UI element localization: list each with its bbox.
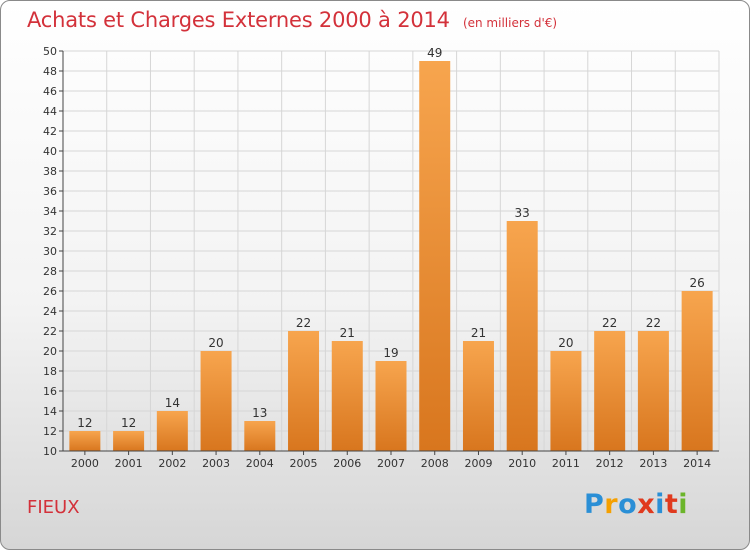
logo-letter: i (655, 489, 665, 520)
x-tick-label: 2008 (421, 457, 449, 470)
data-label: 49 (427, 46, 442, 60)
bar-2006 (331, 341, 363, 451)
x-tick-label: 2005 (290, 457, 318, 470)
y-tick-label: 40 (43, 145, 57, 158)
bar-2007 (375, 361, 407, 451)
data-label: 20 (208, 336, 223, 350)
y-tick-label: 42 (43, 125, 57, 138)
bar-2001 (113, 431, 145, 451)
bar-2000 (69, 431, 101, 451)
y-tick-label: 28 (43, 265, 57, 278)
bar-2010 (506, 221, 538, 451)
bars (69, 61, 713, 451)
data-label: 21 (340, 326, 355, 340)
logo-letter: o (618, 489, 638, 520)
y-tick-label: 30 (43, 245, 57, 258)
data-labels: 12 12 14 20 13 22 21 19 49 21 33 20 22 22 26 (77, 46, 705, 430)
y-tick-label: 32 (43, 225, 57, 238)
bar-2004 (244, 421, 276, 451)
data-label: 22 (296, 316, 311, 330)
logo-letter: t (664, 489, 679, 520)
y-tick-label: 12 (43, 425, 57, 438)
x-tick-label: 2011 (552, 457, 580, 470)
data-label: 13 (252, 406, 267, 420)
x-tick-label: 2012 (596, 457, 624, 470)
y-tick-label: 46 (43, 85, 57, 98)
y-tick-label: 34 (43, 205, 57, 218)
y-tick-label: 38 (43, 165, 57, 178)
y-tick-label: 26 (43, 285, 57, 298)
bar-2009 (462, 341, 494, 451)
proxiti-logo: Proxiti (584, 489, 688, 520)
y-tick-label: 44 (43, 105, 57, 118)
chart-subtitle: (en milliers d'€) (462, 16, 558, 30)
y-tick-label: 50 (43, 45, 57, 58)
x-tick-label: 2007 (377, 457, 405, 470)
x-tick-label: 2002 (158, 457, 186, 470)
y-tick-label: 22 (43, 325, 57, 338)
data-label: 19 (383, 346, 398, 360)
x-tick-label: 2006 (333, 457, 361, 470)
bar-2013 (637, 331, 669, 451)
logo-letter: P (584, 489, 605, 520)
bar-2011 (550, 351, 582, 451)
chart-title: Achats et Charges Externes 2000 à 2014 (27, 8, 450, 32)
y-tick-label: 18 (43, 365, 57, 378)
y-tick-label: 48 (43, 65, 57, 78)
x-tick-label: 2010 (508, 457, 536, 470)
bar-2003 (200, 351, 232, 451)
data-label: 22 (646, 316, 661, 330)
logo-letter: r (604, 489, 619, 520)
y-tick-label: 20 (43, 345, 57, 358)
x-tick-label: 2004 (246, 457, 274, 470)
data-label: 33 (515, 206, 530, 220)
logo-letter: i (678, 489, 689, 520)
bar-2012 (594, 331, 626, 451)
commune-label: FIEUX (27, 497, 80, 518)
data-label: 14 (165, 396, 180, 410)
data-label: 20 (558, 336, 573, 350)
x-tick-label: 2003 (202, 457, 230, 470)
x-tick-label: 2009 (464, 457, 492, 470)
x-tick-label: 2000 (71, 457, 99, 470)
x-tick-label: 2013 (639, 457, 667, 470)
logo-letter: x (637, 489, 656, 520)
data-label: 22 (602, 316, 617, 330)
bar-2005 (288, 331, 320, 451)
data-label: 26 (689, 276, 704, 290)
y-tick-label: 36 (43, 185, 57, 198)
data-label: 12 (121, 416, 136, 430)
x-tick-label: 2014 (683, 457, 711, 470)
y-tick-label: 24 (43, 305, 57, 318)
bar-2014 (681, 291, 713, 451)
y-tick-label: 16 (43, 385, 57, 398)
axes: 10 12 14 16 18 20 22 24 26 28 30 32 34 36 38 40 42 44 46 48… (43, 45, 719, 470)
x-tick-label: 2001 (115, 457, 143, 470)
data-label: 21 (471, 326, 486, 340)
data-label: 12 (77, 416, 92, 430)
bar-2008 (419, 61, 451, 451)
y-tick-label: 10 (43, 445, 57, 458)
title-row: Achats et Charges Externes 2000 à 2014 (… (27, 8, 557, 32)
bar-2002 (156, 411, 188, 451)
y-tick-label: 14 (43, 405, 57, 418)
